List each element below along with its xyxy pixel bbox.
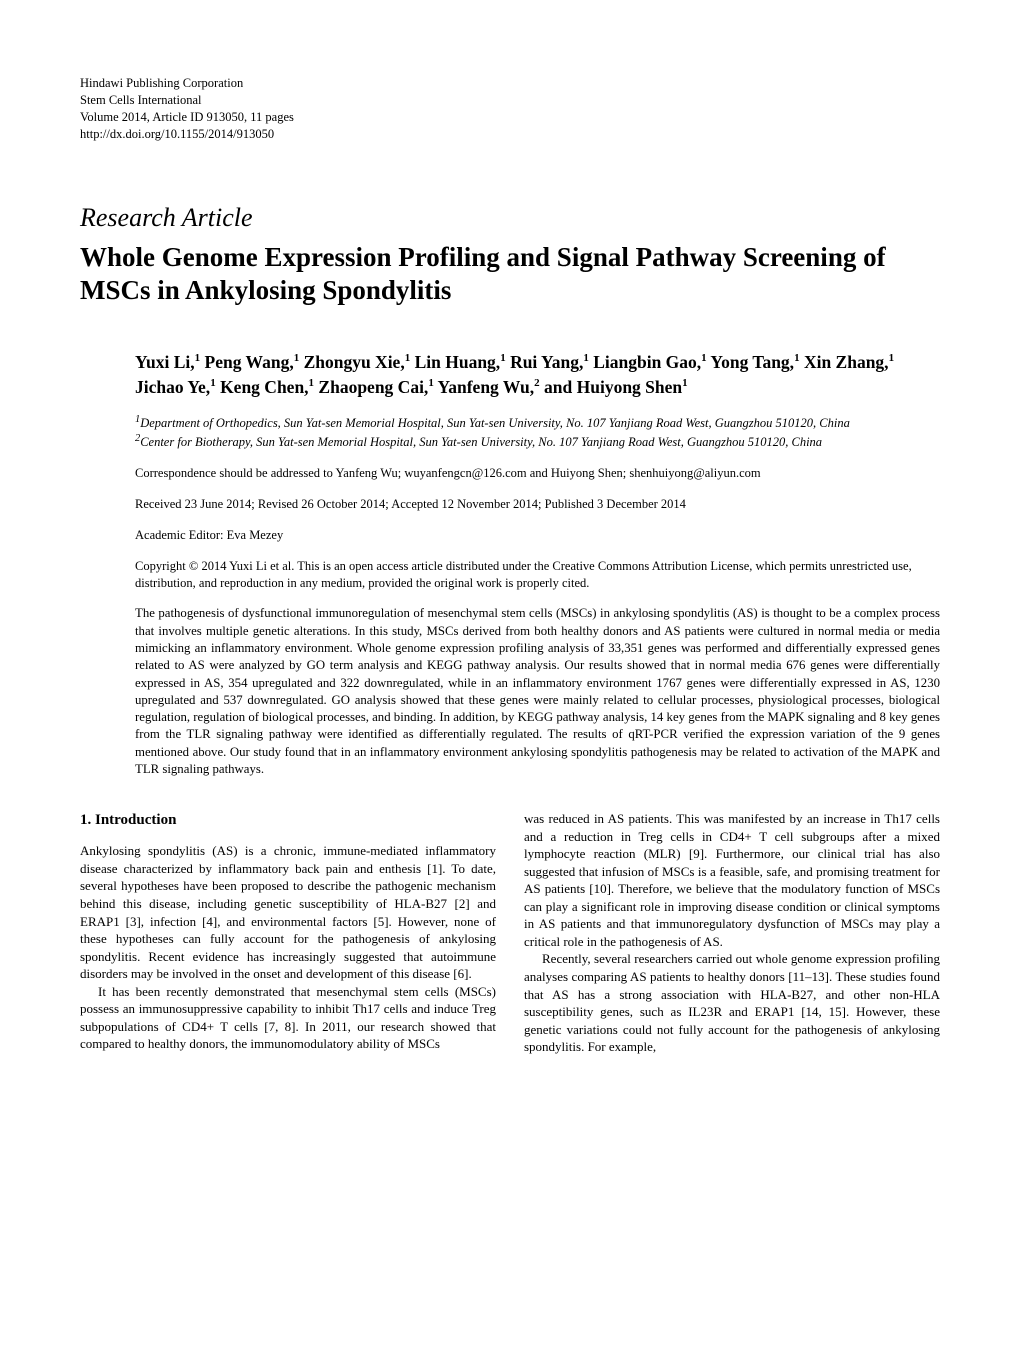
intro-paragraph-2: It has been recently demonstrated that m… <box>80 983 496 1053</box>
affiliations-block: 1Department of Orthopedics, Sun Yat-sen … <box>135 413 940 451</box>
intro-paragraph-3: was reduced in AS patients. This was man… <box>524 810 940 950</box>
volume-line: Volume 2014, Article ID 913050, 11 pages <box>80 109 940 126</box>
dates-line: Received 23 June 2014; Revised 26 Octobe… <box>135 496 940 513</box>
publication-header: Hindawi Publishing Corporation Stem Cell… <box>80 75 940 143</box>
journal-line: Stem Cells International <box>80 92 940 109</box>
copyright-block: Copyright © 2014 Yuxi Li et al. This is … <box>135 558 940 592</box>
article-type: Research Article <box>80 203 940 233</box>
section-heading-intro: 1. Introduction <box>80 810 496 830</box>
authors-list: Yuxi Li,1 Peng Wang,1 Zhongyu Xie,1 Lin … <box>135 350 940 399</box>
left-column: 1. Introduction Ankylosing spondylitis (… <box>80 810 496 1056</box>
abstract-block: The pathogenesis of dysfunctional immuno… <box>135 605 940 778</box>
article-title: Whole Genome Expression Profiling and Si… <box>80 241 940 309</box>
intro-paragraph-4: Recently, several researchers carried ou… <box>524 950 940 1055</box>
affiliation-2: 2Center for Biotherapy, Sun Yat-sen Memo… <box>135 432 940 451</box>
publisher-line: Hindawi Publishing Corporation <box>80 75 940 92</box>
affiliation-1: 1Department of Orthopedics, Sun Yat-sen … <box>135 413 940 432</box>
doi-line: http://dx.doi.org/10.1155/2014/913050 <box>80 126 940 143</box>
right-column: was reduced in AS patients. This was man… <box>524 810 940 1056</box>
intro-paragraph-1: Ankylosing spondylitis (AS) is a chronic… <box>80 842 496 982</box>
editor-line: Academic Editor: Eva Mezey <box>135 527 940 544</box>
body-columns: 1. Introduction Ankylosing spondylitis (… <box>80 810 940 1056</box>
correspondence-line: Correspondence should be addressed to Ya… <box>135 465 940 482</box>
